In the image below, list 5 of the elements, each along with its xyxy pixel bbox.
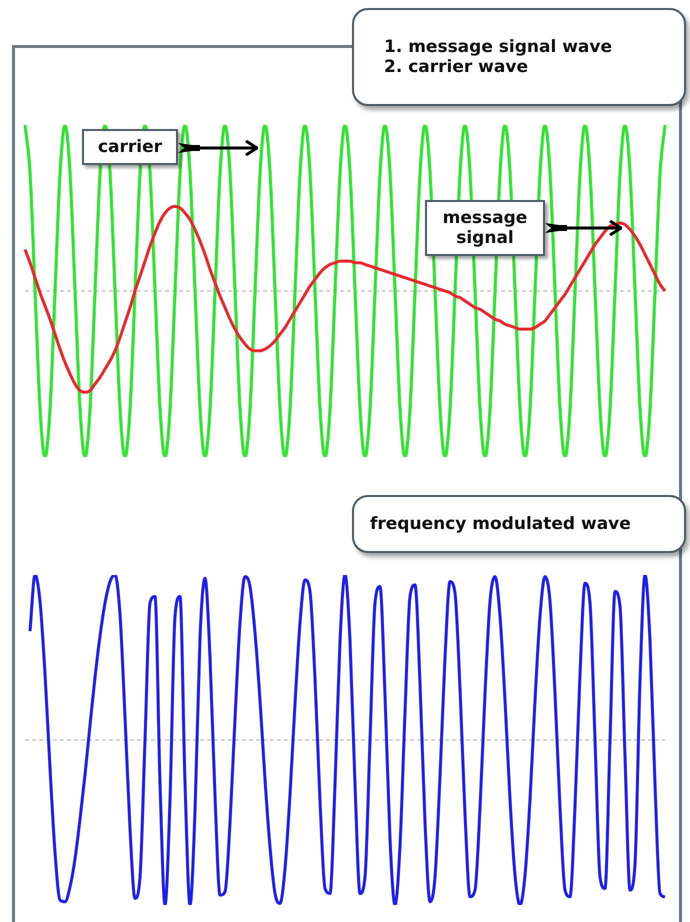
annotation: message signal bbox=[425, 200, 545, 256]
annotation: carrier bbox=[82, 129, 178, 165]
text: 2. carrier wave bbox=[384, 57, 529, 77]
chart-title: frequency modulated wave bbox=[370, 514, 632, 534]
text: 1. message signal wave bbox=[384, 37, 613, 57]
